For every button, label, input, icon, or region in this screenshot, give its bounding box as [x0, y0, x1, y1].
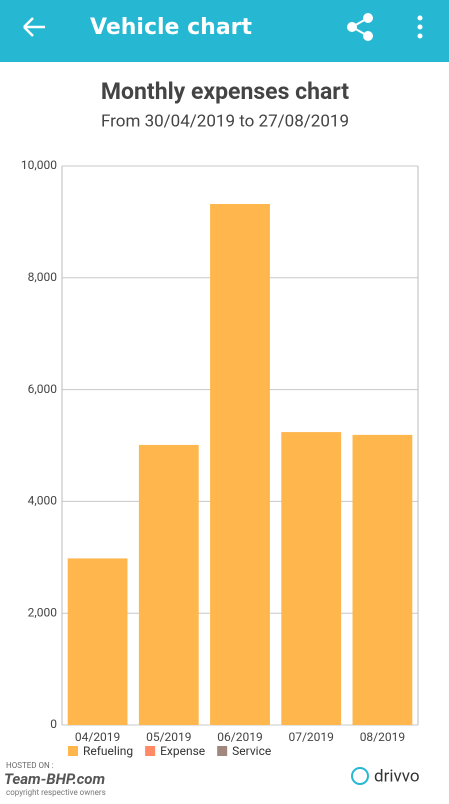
bar: [138, 444, 199, 725]
app-logo: [351, 767, 369, 785]
back-button[interactable]: [23, 17, 45, 37]
legend-label: Refueling: [83, 744, 133, 758]
legend-swatch: [217, 746, 228, 756]
app-bar-title: Vehicle chart: [90, 15, 253, 40]
y-tick-label: 6,000: [28, 382, 58, 396]
x-tick-label: 04/2019: [75, 730, 120, 744]
menu-button[interactable]: [417, 15, 423, 39]
legend-label: Service: [232, 744, 271, 758]
x-tick-label: 07/2019: [288, 730, 333, 744]
hosted-on: HOSTED ON :: [6, 761, 54, 770]
y-tick-label: 10,000: [21, 158, 57, 172]
chart-title: Monthly expenses chart: [101, 78, 349, 105]
bar: [352, 434, 413, 725]
x-tick-label: 06/2019: [217, 730, 262, 744]
legend-label: Expense: [160, 744, 205, 758]
legend-swatch: [68, 746, 78, 756]
x-tick-label: 05/2019: [146, 730, 191, 744]
y-tick-label: 4,000: [28, 494, 58, 508]
y-tick-label: 2,000: [28, 605, 58, 619]
share-button[interactable]: [347, 13, 373, 41]
y-tick-label: 0: [50, 717, 57, 731]
chart-subtitle: From 30/04/2019 to 27/08/2019: [101, 111, 349, 131]
copyright: copyright respective owners: [6, 788, 106, 797]
x-tick-label: 08/2019: [360, 730, 405, 744]
bar: [210, 204, 270, 726]
bar: [67, 558, 128, 725]
app-name: drivvo: [374, 766, 420, 786]
bar: [281, 432, 342, 725]
legend-swatch: [145, 746, 156, 756]
app-bar: [0, 0, 449, 62]
site-name: Team-BHP.com: [4, 770, 105, 788]
y-tick-label: 8,000: [28, 270, 58, 284]
